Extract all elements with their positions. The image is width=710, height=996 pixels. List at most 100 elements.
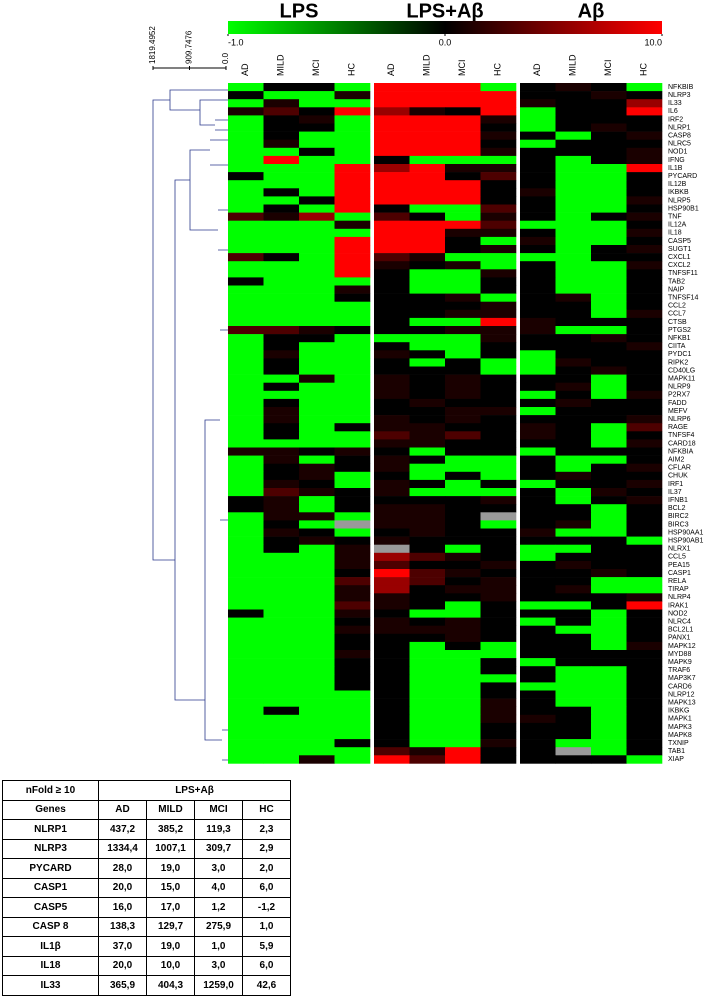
heatmap-cell — [555, 666, 592, 675]
heatmap-cell — [555, 220, 592, 230]
heatmap-cell — [445, 747, 481, 756]
gene-label: CD40LG — [668, 367, 695, 374]
heatmap-cell — [445, 593, 481, 602]
heatmap-cell — [445, 358, 481, 367]
table-row: PYCARD 28,0 19,0 3,0 2,0 — [2, 858, 291, 879]
gene-label: CHUK — [668, 473, 688, 480]
heatmap-cell — [263, 479, 300, 489]
heatmap-cell — [374, 139, 410, 149]
heatmap-cell — [228, 439, 264, 448]
heatmap-cell — [555, 382, 592, 392]
heatmap-cell — [409, 204, 446, 213]
heatmap-cell — [626, 415, 663, 424]
heatmap-cell — [591, 382, 627, 392]
table-row: CASP5 16,0 17,0 1,2 -1,2 — [2, 897, 291, 918]
heatmap-cell — [555, 520, 592, 529]
heatmap-cell — [299, 204, 335, 213]
heatmap-cell — [228, 269, 264, 278]
heatmap-cell — [480, 722, 517, 732]
heatmap-cell — [263, 309, 300, 319]
heatmap-cell — [555, 690, 592, 699]
heatmap-cell — [480, 139, 517, 149]
heatmap-cell — [409, 731, 446, 740]
heatmap-cell — [626, 155, 663, 165]
heatmap-cell — [480, 91, 517, 100]
heatmap-cell — [409, 577, 446, 586]
heatmap-cell — [591, 261, 627, 270]
heatmap-cell — [555, 722, 592, 732]
heatmap-cell — [299, 155, 335, 165]
table-cell: 28,0 — [98, 858, 147, 879]
table-cell: 129,7 — [146, 916, 195, 937]
heatmap-cell — [299, 536, 335, 545]
heatmap-cell — [374, 666, 410, 675]
heatmap-cell — [374, 204, 410, 213]
heatmap-cell — [520, 293, 556, 302]
gene-label: HSP90AA1 — [668, 529, 704, 536]
heatmap-cell — [555, 706, 592, 716]
heatmap-cell — [555, 358, 592, 367]
heatmap-cell — [374, 504, 410, 513]
heatmap-cell — [520, 496, 556, 505]
heatmap-cell — [555, 512, 592, 521]
heatmap-cell — [626, 520, 663, 529]
heatmap-cell — [626, 358, 663, 367]
heatmap-cell — [299, 358, 335, 367]
heatmap-cell — [555, 301, 592, 311]
heatmap-cell — [591, 139, 627, 149]
heatmap-cell — [409, 601, 446, 610]
heatmap-cell — [334, 593, 371, 602]
heatmap-cell — [299, 674, 335, 683]
heatmap-cell — [299, 488, 335, 497]
heatmap-cell — [520, 739, 556, 748]
heatmap-cell — [228, 528, 264, 537]
heatmap-cell — [591, 277, 627, 286]
heatmap-cell — [480, 439, 517, 448]
gene-label: NFKB1 — [668, 335, 691, 342]
heatmap-cell — [374, 528, 410, 537]
heatmap-cell — [480, 358, 517, 367]
heatmap-cell — [480, 236, 517, 246]
heatmap-cell — [374, 552, 410, 562]
heatmap-cell — [263, 739, 300, 748]
heatmap-cell — [555, 658, 592, 667]
heatmap-cell — [374, 658, 410, 667]
heatmap-cell — [374, 147, 410, 157]
heatmap-cell — [409, 666, 446, 675]
heatmap-cell — [263, 447, 300, 456]
heatmap-cell — [480, 625, 517, 635]
heatmap-cell — [445, 714, 481, 724]
heatmap-cell — [591, 155, 627, 165]
heatmap-cell — [626, 99, 663, 108]
heatmap-cell — [263, 593, 300, 602]
heatmap-cell — [480, 188, 517, 197]
heatmap-cell — [334, 99, 371, 108]
heatmap-cell — [228, 747, 264, 756]
heatmap-cell — [263, 326, 300, 335]
heatmap-cell — [228, 188, 264, 197]
heatmap-cell — [263, 131, 300, 140]
heatmap-cell — [263, 682, 300, 691]
heatmap-cell — [445, 722, 481, 732]
heatmap-cell — [409, 633, 446, 643]
heatmap-cell — [299, 212, 335, 221]
heatmap-cell — [626, 479, 663, 489]
table-column-header: MILD — [146, 799, 195, 820]
table-cell: 309,7 — [194, 838, 243, 859]
heatmap-cell — [374, 277, 410, 286]
heatmap-cell — [374, 83, 410, 92]
gene-label: CASP1 — [668, 570, 691, 577]
heatmap-cell — [299, 261, 335, 270]
heatmap-cell — [334, 139, 371, 149]
heatmap-cell — [480, 755, 517, 764]
heatmap-cell — [228, 690, 264, 699]
heatmap-cell — [228, 755, 264, 764]
heatmap-cell — [520, 439, 556, 448]
heatmap-cell — [263, 91, 300, 100]
table-cell: 42,6 — [242, 975, 291, 996]
heatmap-cell — [409, 301, 446, 311]
heatmap-cell — [445, 496, 481, 505]
heatmap-cell — [409, 755, 446, 764]
heatmap-cell — [263, 560, 300, 570]
heatmap-cell — [480, 147, 517, 157]
